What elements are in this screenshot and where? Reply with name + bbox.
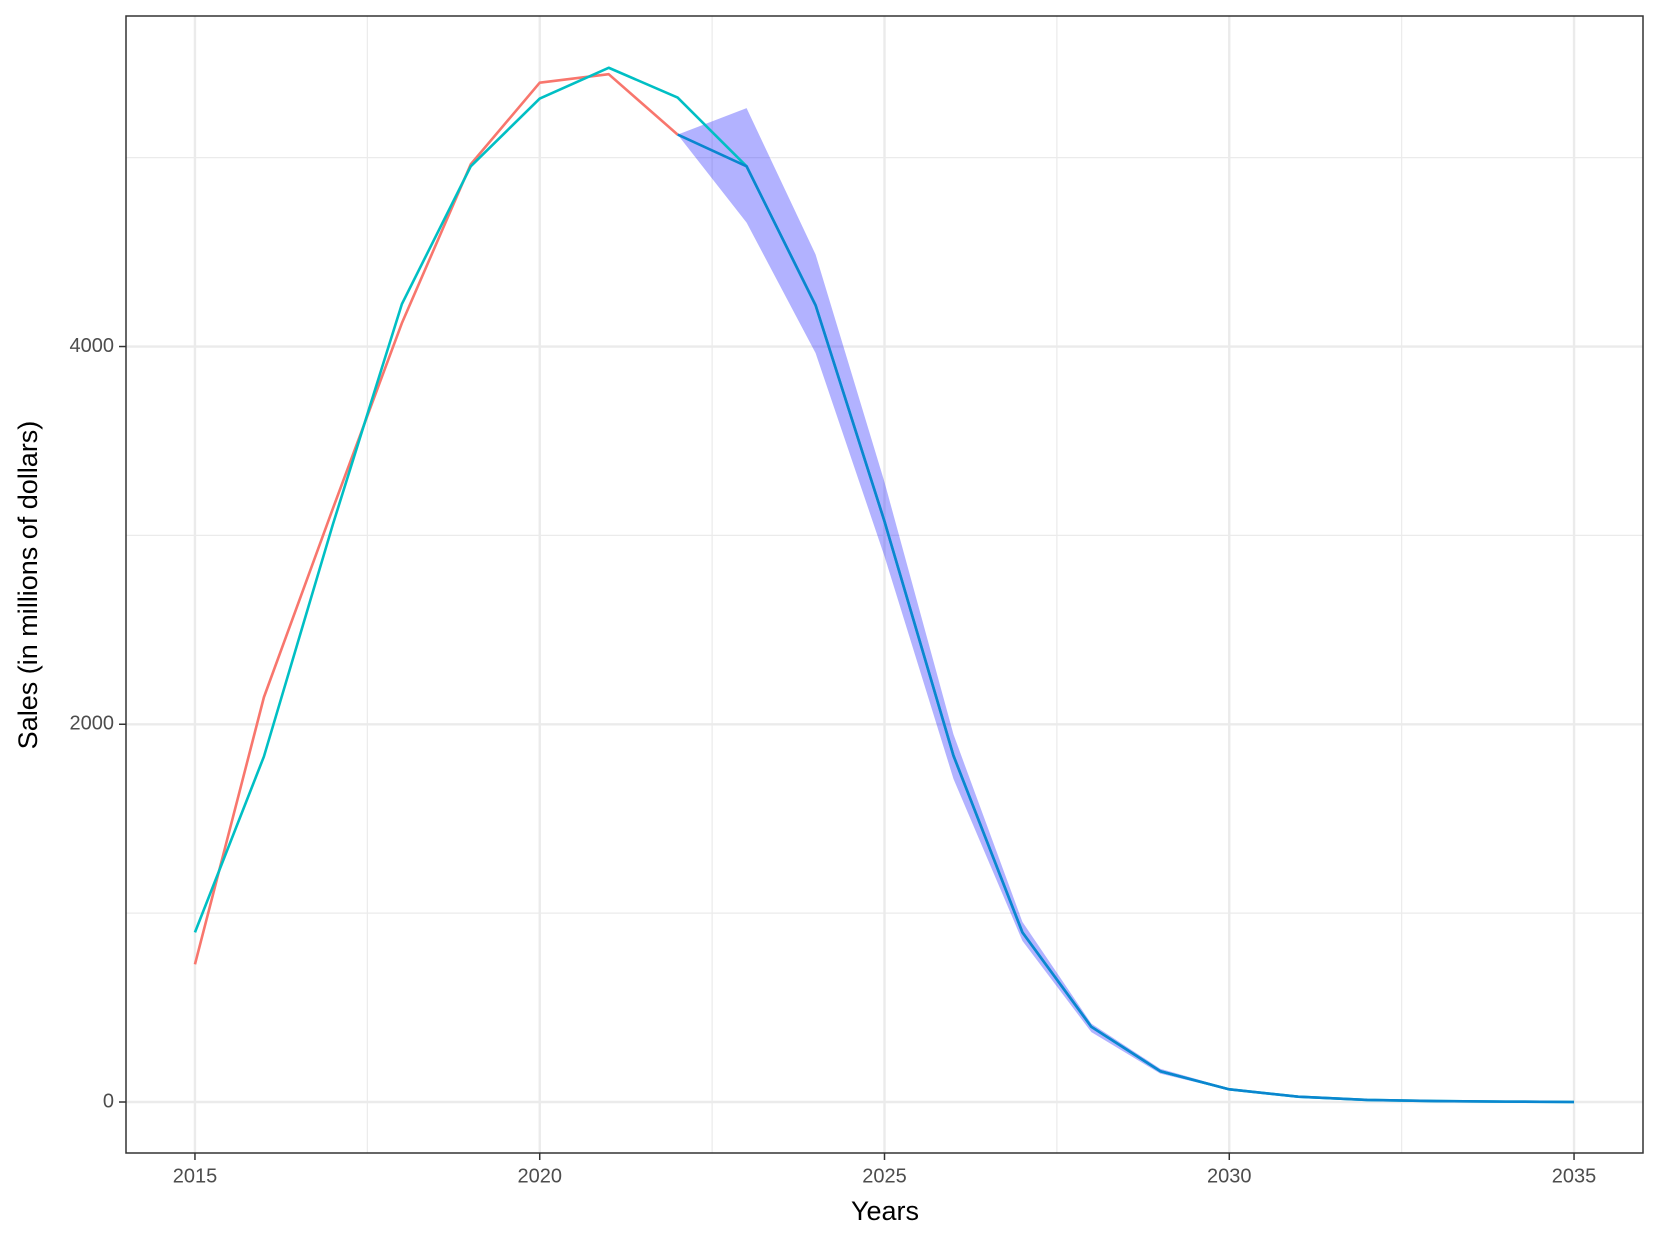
- y-tick-label: 2000: [70, 713, 115, 735]
- y-tick-label: 4000: [70, 335, 115, 357]
- y-axis-title: Sales (in millions of dollars): [13, 421, 43, 750]
- confidence-band: [677, 108, 1575, 1103]
- x-tick-label: 2015: [173, 1165, 218, 1187]
- x-tick-label: 2035: [1552, 1165, 1597, 1187]
- x-axis-title: Years: [851, 1196, 919, 1226]
- panel-border: [125, 15, 1644, 1154]
- series-line: [677, 133, 1575, 1104]
- y-tick-label: 0: [103, 1090, 114, 1112]
- x-tick-label: 2020: [517, 1165, 562, 1187]
- x-tick-label: 2030: [1207, 1165, 1252, 1187]
- x-tick-label: 2025: [862, 1165, 907, 1187]
- series-line: [193, 72, 679, 965]
